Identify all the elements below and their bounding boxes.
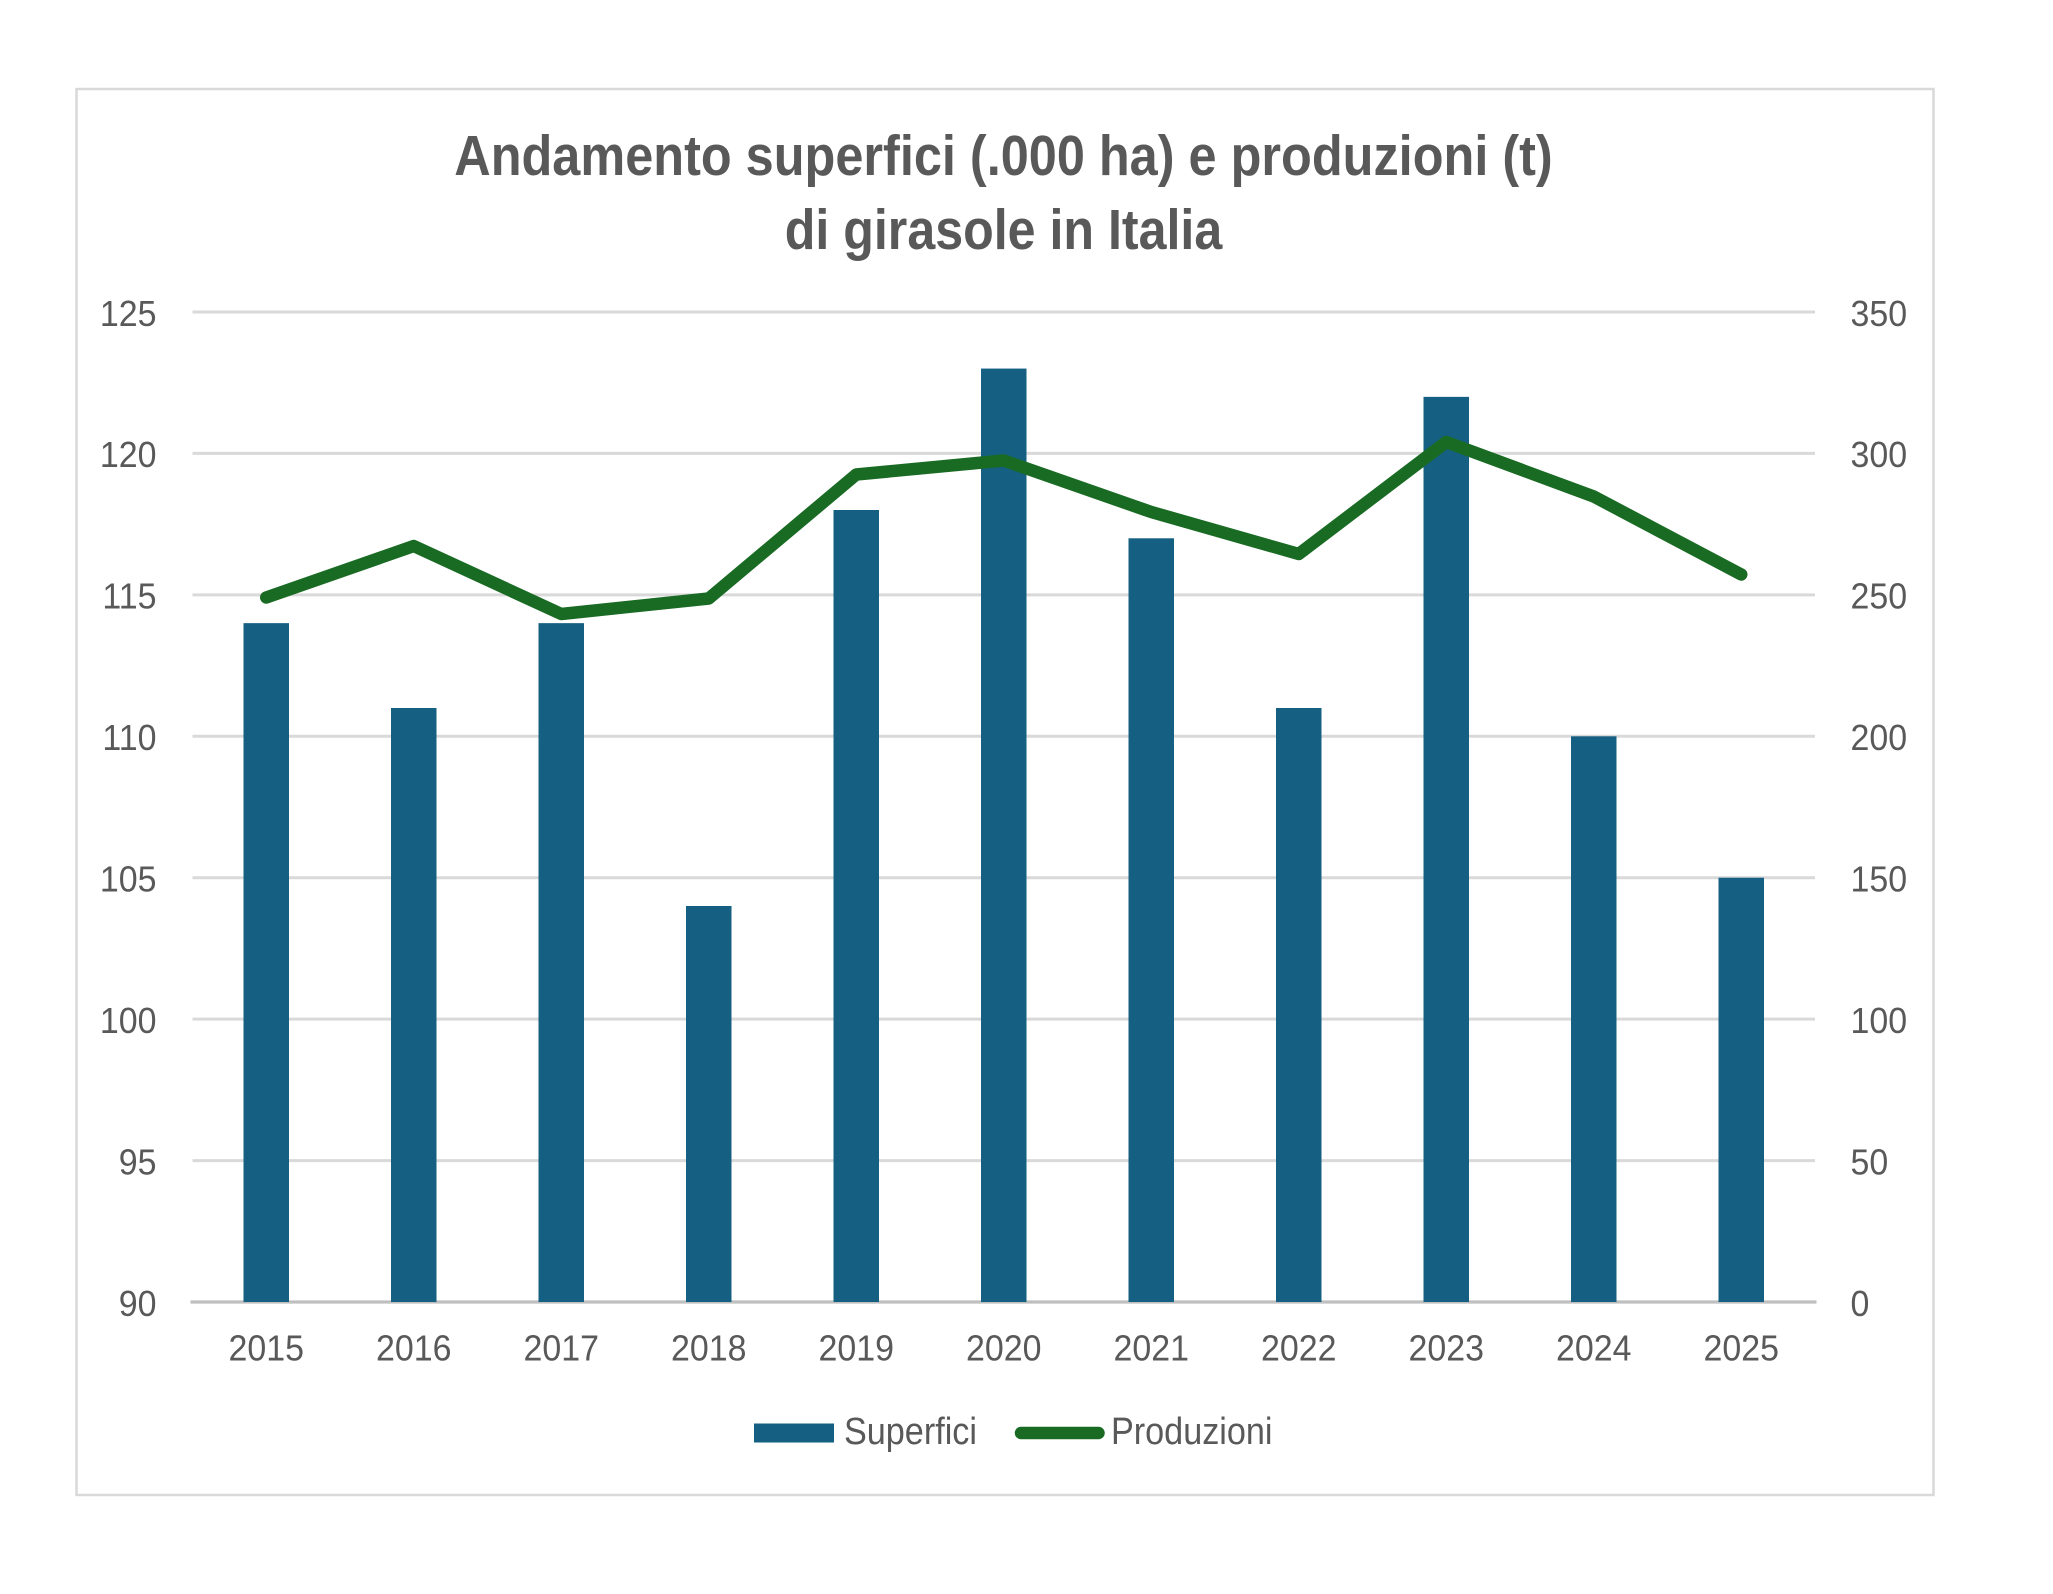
svg-text:95: 95 [119,1142,157,1182]
svg-text:Superfici: Superfici [844,1409,977,1452]
svg-text:2020: 2020 [966,1328,1041,1368]
svg-text:110: 110 [102,718,156,758]
svg-text:115: 115 [102,577,156,617]
svg-text:90: 90 [119,1284,157,1324]
svg-text:di girasole in Italia: di girasole in Italia [785,198,1224,262]
svg-text:2024: 2024 [1556,1328,1631,1368]
svg-text:100: 100 [100,1001,157,1041]
svg-text:125: 125 [100,294,157,334]
svg-text:2025: 2025 [1704,1328,1779,1368]
svg-text:200: 200 [1851,718,1908,758]
svg-text:2018: 2018 [671,1328,746,1368]
svg-text:2016: 2016 [376,1328,451,1368]
svg-text:2015: 2015 [229,1328,304,1368]
svg-text:2022: 2022 [1261,1328,1336,1368]
svg-text:2017: 2017 [524,1328,599,1368]
svg-text:2019: 2019 [819,1328,894,1368]
svg-text:105: 105 [100,859,157,899]
svg-text:Produzioni: Produzioni [1111,1409,1272,1452]
svg-text:350: 350 [1851,294,1908,334]
svg-text:100: 100 [1851,1001,1908,1041]
svg-text:Andamento superfici (.000 ha): Andamento superfici (.000 ha) e produzio… [454,124,1552,188]
svg-text:0: 0 [1851,1284,1870,1324]
svg-text:300: 300 [1851,435,1908,475]
svg-text:2021: 2021 [1114,1328,1189,1368]
svg-text:250: 250 [1851,577,1908,617]
svg-text:50: 50 [1851,1142,1889,1182]
svg-text:120: 120 [100,435,157,475]
svg-text:2023: 2023 [1409,1328,1484,1368]
svg-text:150: 150 [1851,859,1908,899]
